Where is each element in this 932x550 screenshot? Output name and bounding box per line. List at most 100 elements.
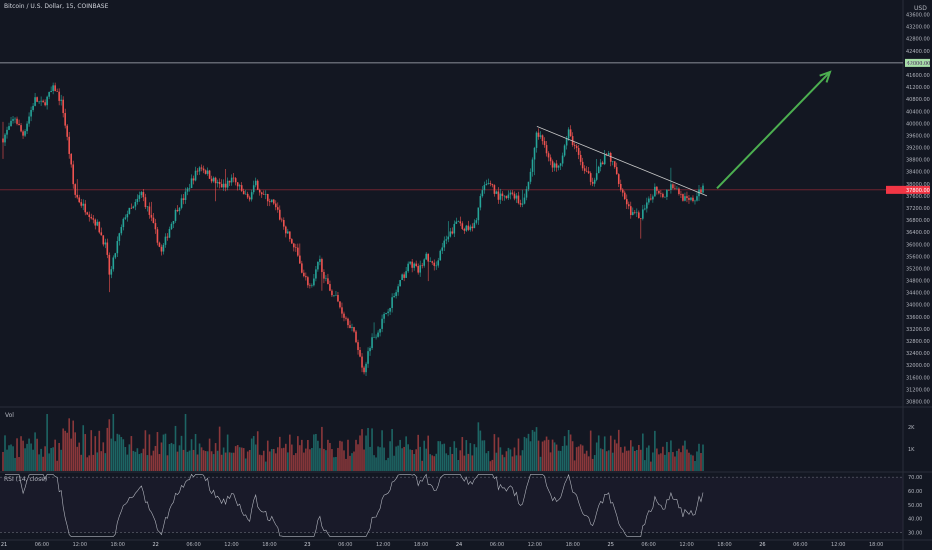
volume-bar — [593, 455, 596, 471]
candle-body — [433, 262, 436, 266]
candle-body — [232, 177, 235, 179]
volume-bar — [539, 456, 542, 471]
candle-body — [176, 209, 179, 212]
candle-body — [623, 192, 626, 200]
volume-bar — [48, 453, 50, 471]
volume-bar — [110, 438, 113, 471]
volume-bar — [535, 427, 538, 471]
candle-body — [535, 132, 538, 148]
volume-bar — [303, 452, 305, 471]
candle-body — [379, 328, 381, 333]
price-tick-label: 33600.00 — [906, 315, 930, 321]
candle-body — [419, 265, 421, 273]
candle-body — [24, 131, 26, 136]
volume-bar — [92, 454, 95, 471]
volume-bar — [319, 448, 321, 471]
volume-bar — [238, 447, 241, 471]
candle-body — [652, 196, 654, 200]
candle-body — [615, 167, 618, 175]
candle-body — [375, 336, 377, 338]
volume-bar — [278, 436, 281, 471]
candle-body — [469, 226, 472, 230]
time-tick-label: 23 — [304, 542, 310, 548]
candle-body — [457, 221, 460, 223]
candle-body — [252, 185, 255, 193]
volume-bar — [182, 449, 185, 471]
candle-body — [76, 194, 79, 198]
candle-body — [656, 186, 658, 191]
candle-body — [617, 174, 620, 184]
volume-bar — [531, 430, 534, 471]
candle-body — [10, 120, 12, 127]
volume-bar — [212, 454, 215, 471]
candle-body — [100, 232, 103, 236]
volume-bar — [36, 438, 38, 471]
volume-bar — [591, 458, 594, 471]
volume-bar — [188, 450, 191, 471]
candle-body — [341, 307, 343, 314]
volume-bar — [678, 448, 680, 471]
price-tick-label: 38800.00 — [906, 158, 930, 164]
price-axis[interactable]: 43600.00 43200.00 42800.00 42400.00 42000.00… — [906, 13, 930, 537]
volume-bar — [375, 457, 377, 471]
candle-body — [599, 162, 602, 167]
volume-bar — [158, 454, 161, 471]
volume-bar — [621, 452, 624, 471]
volume-bar — [40, 448, 42, 471]
volume-bar — [150, 455, 153, 471]
candle-body — [353, 327, 355, 332]
rsi-tick-label: 60.00 — [908, 489, 922, 495]
candle-body — [92, 218, 95, 220]
chart-drawings[interactable] — [536, 70, 832, 197]
volume-bar — [116, 433, 119, 471]
candle-body — [485, 183, 488, 186]
candle-body — [621, 189, 624, 193]
candle-body — [60, 99, 62, 101]
candle-body — [240, 185, 243, 191]
time-axis[interactable]: 21 06:00 12:00 18:00 22 06:00 12:00 18:00 23 06:0… — [1, 542, 884, 548]
volume-bar — [56, 460, 58, 471]
volume-bar — [164, 433, 167, 471]
candle-body — [8, 126, 10, 130]
candle-body — [70, 153, 72, 165]
candle-body — [74, 184, 77, 195]
price-tick-label: 39600.00 — [906, 133, 930, 139]
candle-body — [387, 311, 389, 313]
candle-body — [68, 136, 70, 154]
volume-bar — [114, 441, 117, 471]
volume-bar — [283, 447, 285, 471]
candle-body — [102, 235, 105, 245]
candle-body — [303, 272, 305, 277]
price-tick-label: 35200.00 — [906, 266, 930, 272]
volume-bar — [429, 454, 432, 471]
candle-body — [246, 193, 249, 198]
candle-body — [676, 188, 678, 190]
volume-bar — [473, 444, 476, 471]
volume-bar — [567, 429, 570, 471]
volume-bar — [631, 446, 634, 471]
volume-bar — [680, 452, 682, 471]
volume-bar — [447, 455, 450, 471]
candle-body — [531, 159, 534, 172]
candle-body — [565, 138, 568, 146]
candle-body — [44, 102, 46, 106]
volume-bar — [184, 414, 187, 471]
volume-bar — [383, 447, 385, 471]
candle-body — [337, 295, 339, 302]
volume-bar — [361, 429, 363, 471]
candle-body — [513, 193, 516, 199]
volume-bar — [224, 452, 227, 471]
candle-body — [487, 183, 490, 184]
candle-body — [357, 342, 359, 350]
volume-bar — [688, 452, 690, 471]
candle-body — [527, 181, 530, 190]
volume-bar — [295, 453, 297, 471]
candle-body — [30, 110, 32, 117]
volume-bar — [96, 452, 99, 471]
candle-body — [268, 201, 271, 203]
candle-body — [270, 199, 273, 203]
candle-body — [216, 181, 219, 184]
candle-body — [627, 204, 630, 207]
volume-bar — [367, 427, 369, 471]
